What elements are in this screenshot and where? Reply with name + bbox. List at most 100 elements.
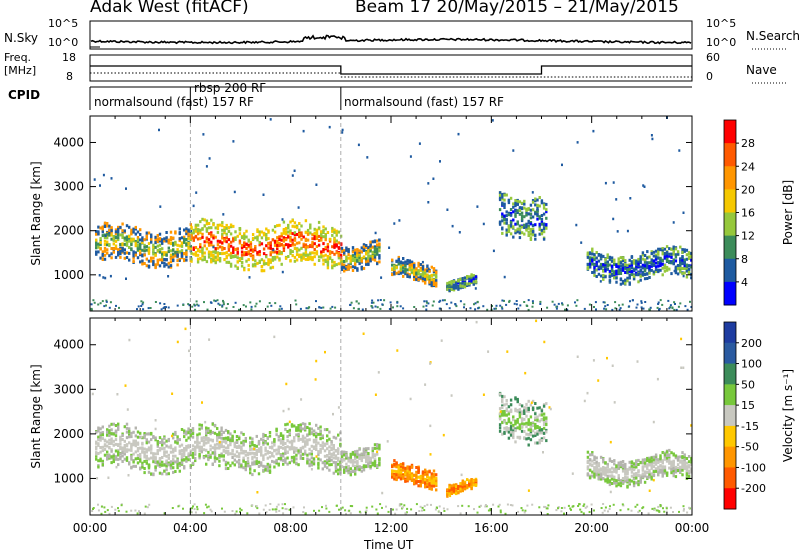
echo-pixel (291, 242, 294, 245)
echo-pixel (463, 283, 467, 287)
echo-pixel (302, 235, 305, 239)
echo-pixel (191, 429, 195, 433)
echo-pixel (334, 461, 338, 465)
echo-pixel (218, 444, 221, 448)
echo-pixel (360, 457, 363, 461)
echo-pixel (360, 265, 363, 269)
echo-pixel (617, 265, 620, 269)
echo-pixel (189, 433, 192, 437)
echo-pixel (167, 238, 170, 242)
echo-pixel (287, 235, 290, 239)
echo-pixel (428, 470, 431, 474)
noise-pixel (566, 304, 569, 307)
scatter-pixel (678, 149, 681, 152)
echo-pixel (257, 460, 261, 464)
echo-pixel (121, 460, 124, 463)
echo-pixel (295, 241, 299, 245)
echo-pixel (663, 269, 667, 273)
echo-pixel (512, 235, 515, 239)
echo-pixel (501, 432, 504, 436)
echo-pixel (369, 249, 372, 253)
echo-pixel (540, 437, 544, 441)
echo-pixel (604, 258, 607, 262)
noise-pixel (519, 304, 522, 307)
echo-pixel (399, 264, 403, 268)
echo-pixel (402, 264, 405, 268)
echo-pixel (224, 467, 228, 471)
scatter-pixel (643, 185, 646, 188)
echo-pixel (474, 483, 478, 487)
echo-pixel (315, 245, 319, 248)
echo-pixel (295, 428, 298, 432)
echo-pixel (243, 245, 246, 248)
echo-pixel (101, 225, 104, 229)
echo-pixel (406, 475, 409, 479)
echo-pixel (356, 254, 359, 258)
noise-pixel (396, 305, 399, 308)
echo-pixel (654, 265, 658, 269)
echo-pixel (279, 441, 283, 445)
echo-pixel (545, 419, 548, 423)
echo-pixel (373, 443, 377, 447)
echo-pixel (317, 426, 320, 430)
echo-pixel (112, 242, 115, 246)
echo-pixel (643, 267, 647, 271)
echo-pixel (125, 444, 129, 448)
echo-pixel (545, 402, 548, 406)
echo-pixel (340, 266, 344, 270)
echo-pixel (432, 473, 436, 477)
echo-pixel (608, 468, 612, 472)
echo-pixel (659, 259, 662, 263)
echo-pixel (615, 276, 618, 280)
echo-pixel (273, 449, 276, 452)
echo-pixel (212, 236, 215, 240)
echo-pixel (194, 234, 198, 238)
echo-pixel (295, 224, 299, 228)
echo-pixel (595, 471, 598, 475)
echo-pixel (106, 240, 109, 244)
echo-pixel (322, 229, 325, 233)
echo-pixel (163, 450, 166, 454)
echo-pixel (299, 449, 302, 453)
echo-pixel (606, 260, 609, 264)
echo-pixel (245, 259, 248, 263)
echo-pixel (95, 246, 98, 250)
echo-pixel (505, 399, 508, 402)
scatter-pixel (580, 241, 583, 244)
echo-pixel (213, 453, 217, 457)
echo-pixel (169, 460, 173, 464)
echo-pixel (417, 469, 420, 473)
echo-pixel (161, 439, 164, 443)
noise-pixel (595, 308, 597, 311)
noise-pixel (649, 306, 652, 309)
scatter-pixel (297, 206, 300, 209)
echo-pixel (236, 256, 239, 260)
echo-pixel (593, 461, 596, 465)
echo-pixel (266, 451, 269, 455)
echo-pixel (529, 208, 533, 212)
echo-pixel (404, 470, 407, 474)
echo-pixel (505, 210, 508, 214)
echo-pixel (320, 230, 323, 234)
echo-pixel (167, 250, 170, 254)
echo-pixel (498, 191, 502, 195)
echo-pixel (324, 246, 327, 250)
echo-pixel (183, 450, 186, 453)
echo-pixel (101, 425, 104, 429)
echo-pixel (200, 448, 203, 452)
echo-pixel (119, 457, 122, 461)
echo-pixel (152, 256, 155, 260)
echo-pixel (183, 258, 186, 262)
noise-pixel (427, 302, 430, 305)
echo-pixel (538, 426, 541, 430)
echo-pixel (289, 249, 292, 252)
echo-pixel (218, 453, 221, 457)
noise-pixel (539, 303, 542, 305)
echo-pixel (251, 255, 255, 259)
scatter-pixel (357, 143, 360, 147)
echo-pixel (165, 263, 168, 267)
noise-pixel (213, 299, 216, 302)
echo-pixel (419, 275, 422, 279)
echo-pixel (101, 431, 104, 435)
